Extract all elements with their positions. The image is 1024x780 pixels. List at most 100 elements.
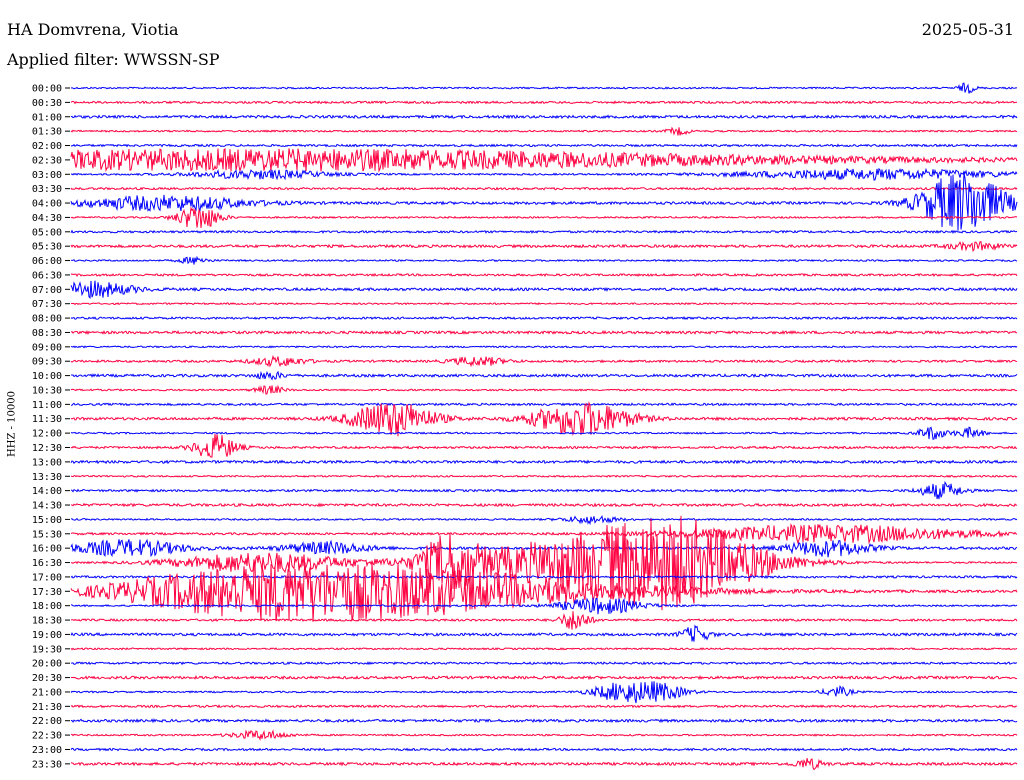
row-time-label: 00:30 [32,98,62,109]
trace-row [70,354,1018,368]
trace-row [70,562,1018,622]
row-time-label: 20:30 [32,673,62,684]
row-time-label: 04:00 [32,199,62,210]
row-time-label: 03:30 [32,184,62,195]
row-time-label: 16:00 [32,544,62,555]
row-time-label: 19:00 [32,630,62,641]
row-time-label: 08:30 [32,328,62,339]
row-time-label: 07:30 [32,299,62,310]
trace-row [70,624,1018,642]
row-time-label: 17:00 [32,572,62,583]
trace-row [70,148,1018,173]
row-time-label: 12:00 [32,429,62,440]
trace-row [70,480,1018,500]
row-time-label: 14:30 [32,501,62,512]
row-time-label: 01:00 [32,112,62,123]
trace-row [70,186,1018,191]
trace-row [70,345,1018,349]
trace-row [70,597,1018,615]
row-time-label: 11:30 [32,414,62,425]
trace-row [70,661,1018,666]
trace-row [70,82,1018,94]
station-title: HA Domvrena, Viotia [7,20,179,39]
trace-row [70,459,1018,465]
row-time-label: 13:30 [32,472,62,483]
row-time-label: 10:30 [32,385,62,396]
row-time-label: 10:00 [32,371,62,382]
row-time-label: 22:00 [32,716,62,727]
row-time-label: 06:00 [32,256,62,267]
trace-row [70,167,1018,181]
row-time-label: 17:30 [32,587,62,598]
row-time-label: 14:00 [32,486,62,497]
row-time-label: 12:30 [32,443,62,454]
trace-row [70,758,1018,771]
trace-row [70,229,1018,234]
row-time-label: 13:00 [32,457,62,468]
trace-row [70,280,1018,300]
trace-row [70,426,1018,440]
trace-row [70,302,1018,306]
trace-row [70,515,1018,611]
row-time-label: 21:00 [32,687,62,698]
row-time-label: 21:30 [32,702,62,713]
trace-row [70,172,1018,231]
trace-row [70,611,1018,630]
row-time-label: 18:30 [32,616,62,627]
row-time-label: 19:30 [32,644,62,655]
trace-row [70,316,1018,321]
row-time-label: 07:00 [32,285,62,296]
filter-label: Applied filter: WWSSN-SP [7,50,220,69]
row-time-label: 01:30 [32,127,62,138]
date-label: 2025-05-31 [921,20,1014,39]
trace-row [70,402,1018,407]
trace-row [70,502,1018,508]
trace-row [70,433,1018,458]
trace-row [70,747,1018,752]
row-time-label: 23:00 [32,745,62,756]
trace-row [70,401,1018,437]
row-time-label: 09:30 [32,357,62,368]
row-time-label: 04:30 [32,213,62,224]
trace-row [70,718,1018,724]
trace-row [70,255,1018,265]
row-time-label: 09:00 [32,342,62,353]
trace-row [70,100,1018,105]
trace-row [70,241,1018,252]
trace-row [70,523,1018,545]
row-time-label: 16:30 [32,558,62,569]
row-time-label: 15:00 [32,515,62,526]
trace-row [70,126,1018,136]
row-time-label: 18:00 [32,601,62,612]
row-time-label: 02:00 [32,141,62,152]
trace-row [70,704,1018,709]
row-time-label: 00:00 [32,84,62,95]
row-time-label: 05:00 [32,227,62,238]
row-time-label: 22:30 [32,731,62,742]
row-time-label: 05:30 [32,242,62,253]
trace-row [70,574,1018,580]
trace-row [70,329,1018,335]
trace-row [70,647,1018,651]
trace-row [70,114,1018,120]
row-time-label: 15:30 [32,529,62,540]
trace-row [70,729,1018,741]
trace-row [70,514,1018,526]
trace-row [70,681,1018,704]
trace-row [70,272,1018,278]
trace-row [70,674,1018,681]
row-time-label: 02:30 [32,155,62,166]
trace-row [70,206,1018,228]
row-time-label: 23:30 [32,759,62,770]
row-time-label: 08:00 [32,314,62,325]
row-time-label: 11:00 [32,400,62,411]
trace-row [70,143,1018,148]
trace-row [70,474,1018,478]
trace-row [70,538,1018,558]
row-time-label: 20:00 [32,659,62,670]
trace-row [70,370,1018,381]
row-time-label: 06:30 [32,270,62,281]
row-time-label: 03:00 [32,170,62,181]
trace-row [70,384,1018,395]
